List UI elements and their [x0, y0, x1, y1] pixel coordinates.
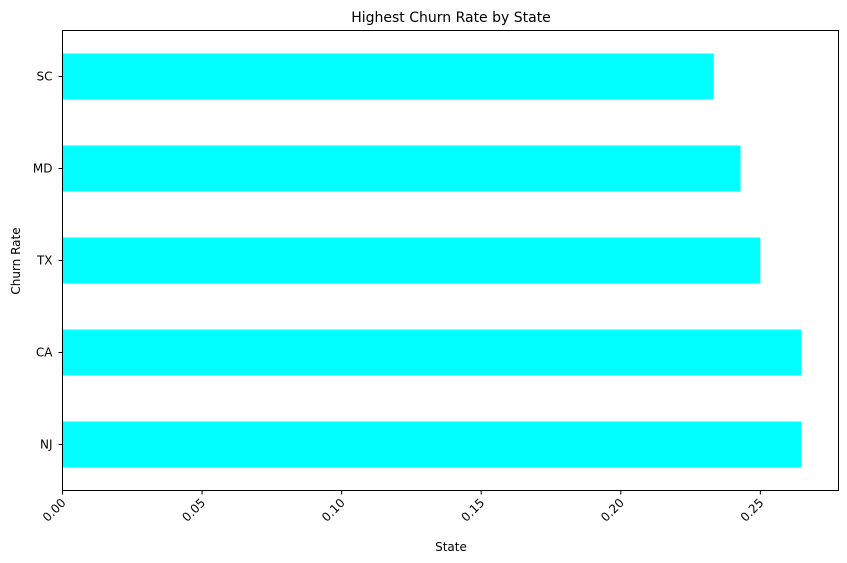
bar-tx: [62, 237, 761, 284]
x-axis-label: State: [435, 540, 467, 554]
y-tick-label-tx: TX: [36, 254, 53, 268]
bar-md: [62, 145, 741, 192]
bars-group: [62, 53, 802, 468]
bar-nj: [62, 421, 802, 468]
y-tick-label-nj: NJ: [40, 438, 53, 452]
y-axis-label: Churn Rate: [9, 227, 23, 294]
bar-sc: [62, 53, 714, 100]
y-ticks-group: NJ CA TX MD SC: [33, 70, 63, 452]
y-tick-label-md: MD: [33, 162, 53, 176]
y-tick-label-ca: CA: [36, 346, 53, 360]
y-tick-label-sc: SC: [37, 70, 53, 84]
chart-title: Highest Churn Rate by State: [351, 10, 551, 26]
bar-ca: [62, 329, 802, 376]
